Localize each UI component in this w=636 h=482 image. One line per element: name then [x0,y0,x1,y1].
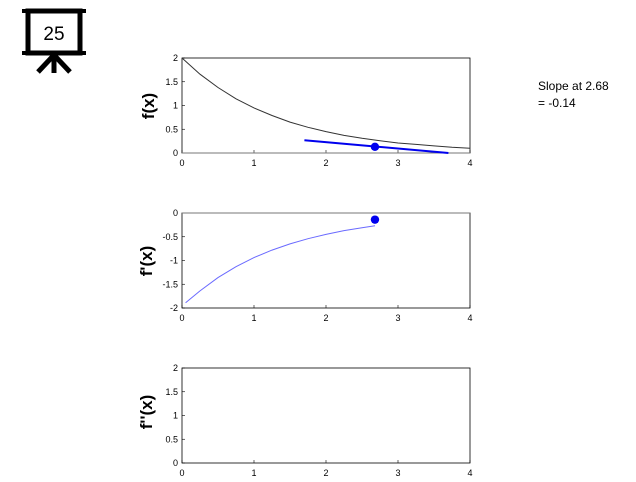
y-tick-label: -2 [170,303,178,313]
tick-marks [181,212,471,309]
x-tick-labels: 0 1 2 3 4 [179,313,472,323]
x-tick-label: 2 [323,313,328,323]
x-tick-label: 1 [251,468,256,478]
y-tick-label: 1 [173,411,178,421]
x-tick-label: 2 [323,468,328,478]
x-tick-label: 3 [395,313,400,323]
x-tick-label: 2 [323,158,328,168]
slope-annotation-line1: Slope at 2.68 [538,79,609,93]
y-tick-label: -1.5 [162,279,178,289]
y-tick-label: 1.5 [165,77,178,87]
y-tick-labels: -2 -1.5 -1 -0.5 0 [162,208,178,313]
x-tick-label: 0 [179,158,184,168]
x-tick-label: 1 [251,158,256,168]
slope-annotation-line2: = -0.14 [538,96,576,110]
y-tick-label: 0.5 [165,124,178,134]
plot-frame [181,57,471,154]
function-curve [181,57,471,149]
y-axis-label: f(x) [139,93,158,119]
point-marker [370,215,380,224]
subplot-f: 0 1 2 3 4 0 0.5 1 1.5 2 f(x) [139,53,473,168]
presentation-board-icon [22,8,86,74]
x-tick-label: 4 [467,158,472,168]
y-tick-labels: 0 0.5 1 1.5 2 [165,363,178,468]
x-tick-label: 3 [395,158,400,168]
x-tick-label: 0 [179,468,184,478]
y-tick-label: 0 [173,458,178,468]
y-tick-label: 0 [173,148,178,158]
plot-frame [181,212,471,309]
y-tick-label: 2 [173,53,178,63]
y-tick-label: 2 [173,363,178,373]
y-tick-label: 0.5 [165,434,178,444]
plot-frame [181,367,471,464]
slope-annotation: Slope at 2.68 = -0.14 [538,78,609,112]
y-tick-labels: 0 0.5 1 1.5 2 [165,53,178,158]
x-tick-label: 3 [395,468,400,478]
point-marker [370,142,380,152]
y-tick-label: -0.5 [162,232,178,242]
slide-counter-value: 25 [43,24,64,45]
x-tick-label: 1 [251,313,256,323]
x-tick-label: 0 [179,313,184,323]
y-tick-label: 1 [173,101,178,111]
y-axis-label: f'(x) [137,246,156,276]
x-tick-label: 4 [467,313,472,323]
x-tick-label: 4 [467,468,472,478]
y-tick-label: 0 [173,208,178,218]
x-tick-labels: 0 1 2 3 4 [179,468,472,478]
subplot-fprime: 0 1 2 3 4 -2 -1.5 -1 -0.5 0 f'(x) [137,208,473,323]
y-tick-label: 1.5 [165,387,178,397]
y-tick-label: -1 [170,256,178,266]
subplot-fdoubleprime: 0 1 2 3 4 0 0.5 1 1.5 2 f''(x) [137,363,473,478]
derivative-curve [185,225,376,304]
tick-marks [181,367,471,464]
x-tick-labels: 0 1 2 3 4 [179,158,472,168]
y-axis-label: f''(x) [137,395,156,430]
